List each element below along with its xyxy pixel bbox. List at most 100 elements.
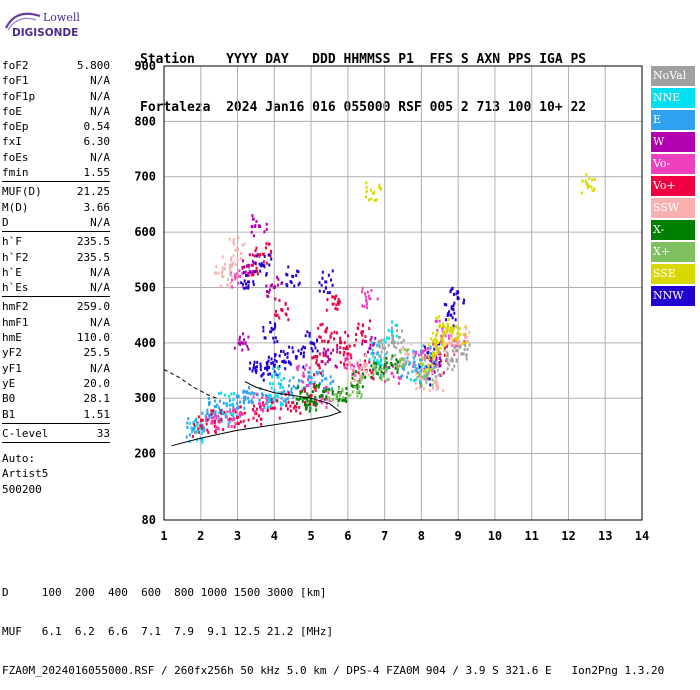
data-point (590, 185, 593, 189)
data-point (242, 271, 245, 275)
data-point (403, 357, 406, 361)
data-point (429, 356, 432, 360)
logo-line1: Lowell (43, 11, 80, 24)
data-point (414, 381, 417, 385)
y-tick-label: 400 (134, 336, 156, 350)
data-point (434, 380, 438, 384)
data-point (400, 329, 403, 333)
param-row: h`F 235.5 (2, 234, 110, 249)
data-point (364, 195, 367, 199)
series-nne (188, 320, 427, 444)
data-point (225, 404, 228, 408)
data-point (372, 342, 375, 346)
data-point (356, 394, 359, 398)
data-point (434, 363, 438, 367)
data-point (591, 189, 594, 193)
data-point (593, 188, 596, 192)
data-point (261, 252, 265, 256)
data-point (219, 284, 222, 288)
data-point (446, 330, 449, 334)
polarization-legend: NoVal NNE E W Vo- Vo+ SSW X- X+ SSE NNW (651, 66, 695, 308)
data-point (309, 382, 312, 386)
data-point (347, 334, 350, 338)
data-point (336, 347, 339, 351)
data-point (433, 347, 436, 351)
param-row: h`Es N/A (2, 280, 110, 295)
y-tick-label: 300 (134, 391, 156, 405)
data-point (275, 314, 278, 318)
data-point (461, 341, 464, 345)
data-point (396, 360, 399, 364)
data-point (292, 350, 295, 354)
data-point (328, 399, 331, 403)
data-point (365, 339, 368, 343)
data-point (431, 353, 434, 357)
data-point (361, 372, 364, 376)
data-point (324, 280, 328, 284)
data-point (302, 396, 306, 400)
data-point (419, 377, 423, 381)
data-point (405, 349, 408, 353)
data-point (326, 326, 329, 330)
data-point (295, 273, 298, 277)
data-point (188, 421, 191, 425)
data-point (447, 317, 450, 321)
data-point (228, 399, 231, 403)
data-point (325, 397, 328, 401)
x-tick-label: 3 (234, 529, 241, 543)
data-point (267, 242, 270, 246)
data-point (239, 343, 242, 347)
data-point (403, 363, 406, 367)
data-point (242, 396, 245, 400)
data-point (248, 399, 251, 403)
data-point (465, 353, 468, 357)
data-point (220, 419, 223, 423)
data-point (313, 381, 316, 385)
data-point (270, 257, 273, 261)
param-name: yE (2, 376, 16, 390)
data-point (361, 342, 364, 346)
param-name: yF2 (2, 346, 22, 360)
data-point (232, 409, 235, 413)
data-point (454, 318, 457, 322)
data-point (256, 269, 259, 273)
data-point (329, 375, 332, 379)
data-point (317, 326, 320, 330)
data-point (219, 409, 222, 413)
data-point (356, 361, 359, 365)
data-point (290, 409, 293, 413)
data-point (264, 393, 267, 397)
param-value: 6.30 (83, 135, 111, 149)
data-point (204, 414, 207, 418)
data-point (466, 347, 469, 351)
data-point (248, 269, 251, 273)
data-point (262, 401, 265, 405)
data-point (299, 390, 302, 394)
data-point (320, 360, 323, 364)
data-point (436, 352, 439, 356)
data-point (237, 422, 240, 426)
data-point (435, 388, 438, 392)
data-point (442, 333, 445, 337)
data-point (445, 342, 448, 346)
data-point (241, 265, 244, 269)
data-point (371, 371, 374, 375)
data-point (337, 300, 340, 304)
data-point (274, 297, 277, 301)
data-point (315, 358, 318, 362)
data-point (406, 375, 409, 379)
data-point (390, 361, 393, 365)
data-point (360, 331, 363, 335)
data-point (295, 365, 298, 369)
data-point (280, 282, 283, 286)
chart-marks (185, 172, 596, 444)
data-point (208, 403, 211, 407)
y-tick-label: 500 (134, 280, 156, 294)
data-point (445, 303, 448, 307)
data-point (287, 265, 290, 269)
data-point (278, 354, 281, 358)
data-point (434, 375, 437, 379)
data-point (465, 357, 468, 361)
data-point (455, 292, 458, 296)
data-point (375, 371, 379, 375)
